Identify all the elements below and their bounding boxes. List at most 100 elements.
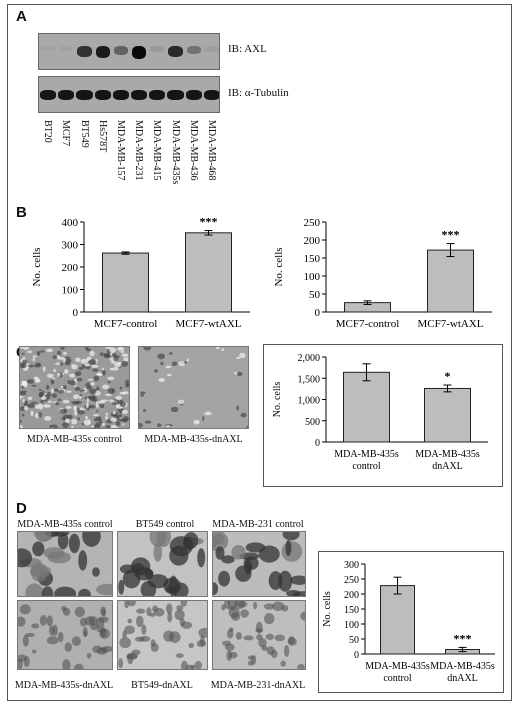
micrograph-d-435s-control — [17, 531, 113, 597]
figure-frame — [7, 4, 512, 701]
x-category-label: dnAXL — [447, 673, 478, 684]
chart-d-border — [318, 551, 504, 693]
tubulin-band — [40, 90, 57, 100]
y-axis-label: No. cells — [322, 591, 333, 627]
x-category-label: MDA-MB-435s — [430, 661, 495, 672]
y-tick-label: 200 — [304, 235, 321, 247]
axl-band — [150, 46, 165, 52]
tubulin-band — [94, 90, 111, 100]
tubulin-band — [58, 90, 75, 100]
significance-label: * — [445, 369, 451, 383]
micrograph-texture — [118, 601, 207, 669]
lane-label: MDA-MB-157 — [114, 120, 126, 181]
axl-band — [59, 46, 74, 52]
axl-band — [77, 46, 92, 57]
chart-c-border — [263, 344, 503, 487]
tubulin-western-blot — [38, 76, 220, 113]
axl-band — [132, 46, 147, 59]
y-axis-label: No. cells — [273, 247, 285, 286]
y-tick-label: 2,000 — [298, 353, 321, 364]
lane-label: MDA-MB-436 — [187, 120, 199, 181]
micrograph-texture — [118, 532, 207, 596]
significance-label: *** — [454, 631, 472, 645]
y-tick-label: 200 — [344, 590, 359, 601]
chart-b-right: 0 50 100 150 200 250 No. cells MCF7-control *** M… — [273, 217, 492, 330]
x-category-label: MCF7-wtAXL — [417, 318, 483, 330]
caption-c-dnaxl: MDA-MB-435s-dnAXL — [144, 434, 243, 445]
tubulin-band — [112, 90, 129, 100]
axl-western-blot — [38, 33, 220, 70]
lane-label: BT20 — [42, 120, 54, 143]
y-tick-label: 500 — [305, 417, 320, 428]
micrograph-d-bt549-control — [117, 531, 208, 597]
tubulin-band — [131, 90, 148, 100]
significance-label: *** — [442, 228, 460, 242]
y-tick-label: 0 — [315, 307, 321, 319]
micrograph-d-435s-dnaxl — [17, 600, 113, 670]
y-tick-label: 200 — [62, 262, 79, 274]
bar — [102, 252, 149, 313]
ib-axl-label: IB: AXL — [228, 43, 267, 55]
significance-label: *** — [200, 215, 218, 229]
y-tick-label: 1,000 — [298, 396, 321, 407]
y-tick-label: 100 — [344, 620, 359, 631]
y-tick-label: 0 — [73, 307, 79, 319]
caption-d-top-2: BT549 control — [135, 519, 195, 530]
chart-c: 0 500 1,000 1,500 2,000 No. cells MDA-MB-435sc… — [272, 353, 488, 472]
y-axis-label: No. cells — [272, 382, 283, 418]
y-tick-label: 400 — [62, 217, 79, 229]
lane-label: MDA-MB-415 — [151, 120, 163, 181]
panel-d-label: D — [16, 500, 27, 517]
y-tick-label: 50 — [349, 635, 359, 646]
lane-label: MDA-MB-468 — [205, 120, 217, 181]
x-category-label: dnAXL — [432, 461, 463, 472]
y-tick-label: 100 — [62, 285, 79, 297]
tubulin-band — [76, 90, 93, 100]
caption-c-control: MDA-MB-435s control — [26, 434, 123, 445]
panel-a-label: A — [16, 8, 27, 25]
caption-d-bottom-1: MDA-MB-435s-dnAXL — [14, 680, 114, 691]
micrograph-texture — [20, 347, 129, 428]
micrograph-texture — [18, 532, 112, 596]
micrograph-c-control — [19, 346, 130, 429]
x-category-label: MDA-MB-435s — [334, 449, 399, 460]
tubulin-band — [185, 90, 202, 100]
axl-band — [113, 46, 128, 55]
caption-d-top-1: MDA-MB-435s control — [17, 519, 113, 530]
micrograph-d-231-dnaxl — [212, 600, 306, 670]
micrograph-d-bt549-dnaxl — [117, 600, 208, 670]
lane-label: BT549 — [78, 120, 90, 148]
lane-label: Hs578T — [96, 120, 108, 153]
caption-d-bottom-2: BT549-dnAXL — [131, 680, 193, 691]
bar — [427, 249, 474, 313]
y-tick-label: 1,500 — [298, 374, 321, 385]
y-tick-label: 50 — [309, 289, 321, 301]
micrograph-texture — [139, 347, 248, 428]
y-tick-label: 0 — [315, 438, 320, 449]
bar — [424, 387, 471, 443]
tubulin-band — [167, 90, 184, 100]
micrograph-d-231-control — [212, 531, 306, 597]
y-tick-label: 250 — [304, 217, 321, 229]
x-category-label: MCF7-wtAXL — [175, 318, 241, 330]
chart-b-left: 0 100 200 300 400 No. cells MCF7-control *** MCF… — [31, 215, 250, 330]
micrograph-texture — [213, 601, 305, 669]
y-tick-label: 300 — [344, 560, 359, 571]
x-category-label: control — [352, 461, 381, 472]
ib-tubulin-label: IB: α-Tubulin — [228, 87, 289, 99]
axl-band — [186, 46, 201, 54]
bar — [380, 585, 415, 655]
axl-band — [41, 46, 56, 52]
caption-d-bottom-3: MDA-MB-231-dnAXL — [210, 680, 306, 691]
x-category-label: MDA-MB-435s — [365, 661, 430, 672]
x-category-label: MCF7-control — [94, 318, 158, 330]
y-tick-label: 150 — [304, 253, 321, 265]
lane-label: MCF7 — [60, 120, 72, 147]
x-category-label: MCF7-control — [336, 318, 400, 330]
y-axis-label: No. cells — [31, 247, 43, 286]
axl-band — [204, 46, 219, 52]
lane-label: MDA-MB-435s — [169, 120, 181, 185]
bar — [343, 371, 390, 443]
lane-label: MDA-MB-231 — [133, 120, 145, 181]
y-tick-label: 100 — [304, 271, 321, 283]
